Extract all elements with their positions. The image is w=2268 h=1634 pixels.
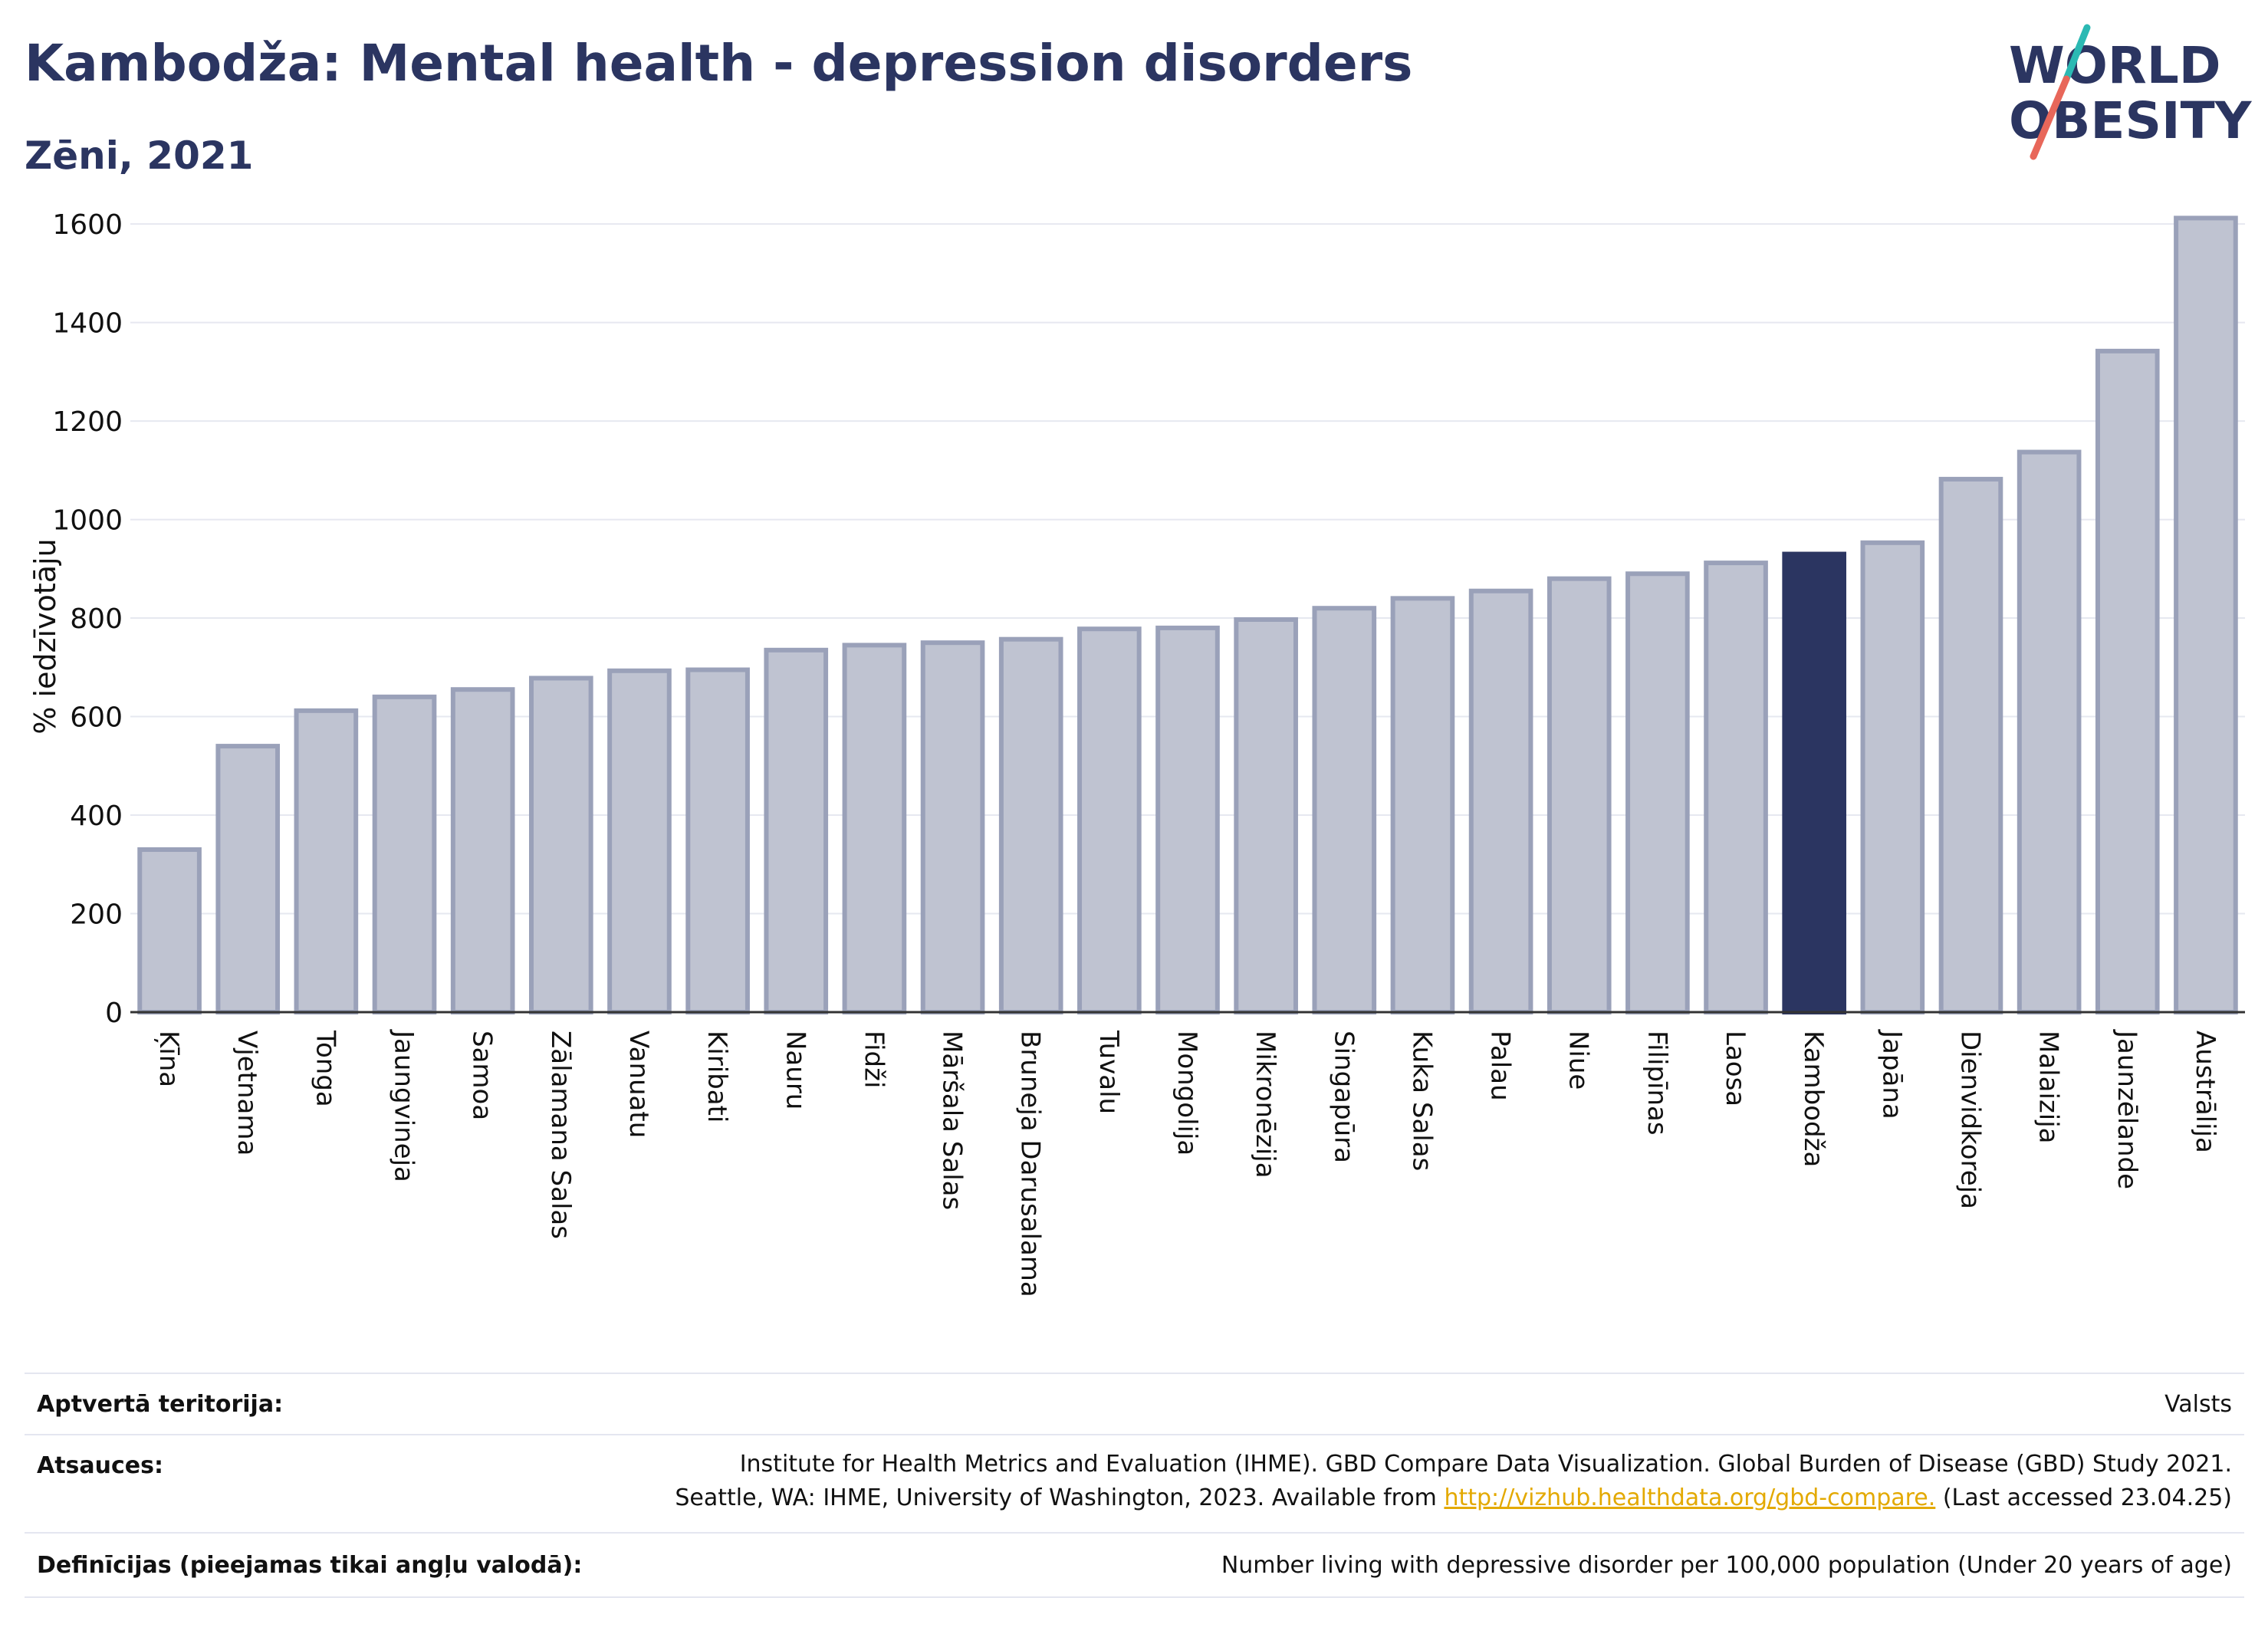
bar-chart: 0 200 400 600 800 1000 1200 1400 1600 Ķīna Vjetna… [28,209,2245,1297]
x-tick-label: Tuvalu [1093,1030,1124,1114]
y-axis-label: % iedzīvotāju [28,538,62,734]
x-tick-label: Tonga [310,1030,340,1107]
bar-14 [1234,616,1298,1014]
x-tick-label: Mongolija [1172,1031,1202,1156]
sources-line-2: Seattle, WA: IHME, University of Washing… [675,1481,2232,1515]
bar-12 [1077,626,1142,1015]
coverage-label: Aptvertā teritorija: [37,1391,284,1418]
sources-label: Atsauces: [37,1452,163,1479]
footer-definitions-row: Definīcijas (pieejamas tikai angļu valod… [25,1532,2244,1598]
bar-15 [1312,606,1377,1014]
x-tick-label: Austrālija [2190,1031,2220,1153]
x-tick-label: Zālamana Salas [545,1031,576,1239]
x-tick-label: Fidži [858,1031,889,1088]
bar-9 [842,643,907,1014]
bar-22 [1860,540,1925,1014]
y-tick-label: 0 [105,998,123,1029]
bar-1 [215,744,281,1014]
bar-16 [1390,596,1455,1014]
x-tick-label: Singapūra [1328,1031,1359,1163]
sources-link[interactable]: http://vizhub.healthdata.org/gbd-compare… [1444,1484,1936,1511]
x-tick-label: Niue [1563,1031,1594,1090]
bar-0 [137,847,202,1014]
bar-3 [372,694,437,1015]
bar-24 [2017,449,2082,1014]
x-tick-label: Māršala Salas [937,1031,968,1210]
x-axis-labels: Ķīna Vjetnama Tonga Jaungvineja Samoa Zālaman… [153,1029,2220,1297]
bar-17 [1468,588,1533,1014]
bar-23 [1938,476,2003,1014]
y-tick-label: 200 [70,899,123,931]
bar-8 [764,647,829,1014]
bar-10 [920,640,985,1014]
x-tick-label: Bruneja Darusalama [1015,1031,1046,1297]
coverage-value: Valsts [2164,1391,2232,1418]
x-tick-label: Samoa [467,1031,498,1120]
x-tick-label: Mikronēzija [1250,1031,1280,1179]
x-tick-label: Malaizija [2033,1031,2064,1143]
chart-subtitle: Zēni, 2021 [25,133,254,178]
x-tick-label: Filipīnas [1642,1031,1672,1136]
bar-11 [998,636,1063,1015]
y-tick-label: 400 [70,801,123,832]
x-tick-label: Jaungvineja [389,1029,419,1182]
definitions-label: Definīcijas (pieejamas tikai angļu valod… [37,1552,583,1579]
logo-slash-teal [2063,24,2091,83]
definitions-value: Number living with depressive disorder p… [1221,1552,2232,1579]
bar-21 [1782,551,1847,1014]
bar-25 [2095,348,2160,1015]
x-tick-label: Japāna [1876,1029,1907,1119]
y-tick-label: 800 [70,603,123,635]
sources-line-2-suffix: (Last accessed 23.04.25) [1935,1484,2232,1511]
bar-4 [450,687,515,1014]
x-tick-label: Laosa [1720,1031,1750,1106]
x-tick-label: Vanuatu [623,1031,654,1138]
y-axis-ticks: 0 200 400 600 800 1000 1200 1400 1600 [52,209,123,1029]
x-tick-label: Vjetnama [232,1031,262,1156]
logo-slash-coral [2030,75,2070,160]
x-tick-label: Palau [1485,1031,1516,1101]
bar-6 [607,668,672,1014]
bar-2 [294,708,359,1014]
x-tick-label: Dienvidkoreja [1954,1031,1985,1209]
bar-20 [1704,561,1768,1014]
x-tick-label: Jaunzēlande [2112,1029,2142,1189]
y-tick-label: 600 [70,702,123,734]
y-tick-label: 1600 [52,209,123,241]
y-tick-label: 1400 [52,308,123,340]
y-tick-label: 1000 [52,505,123,537]
x-tick-label: Ķīna [153,1031,184,1087]
bar-7 [685,667,750,1014]
bar-5 [528,676,593,1014]
logo-word-world: WORLD [2009,36,2221,95]
bar-13 [1155,625,1220,1015]
x-tick-label: Kuka Salas [1406,1031,1437,1171]
x-tick-label: Kiribati [702,1031,732,1123]
footer-coverage-row: Aptvertā teritorija: Valsts [25,1373,2244,1435]
bars [137,215,2238,1015]
y-tick-label: 1200 [52,406,123,438]
sources-line-2-prefix: Seattle, WA: IHME, University of Washing… [675,1484,1445,1511]
sources-line-1: Institute for Health Metrics and Evaluat… [739,1451,2232,1478]
bar-18 [1547,576,1612,1014]
x-tick-label: Kambodža [1798,1031,1829,1167]
sources-value: Institute for Health Metrics and Evaluat… [675,1448,2232,1515]
chart-title: Kambodža: Mental health - depression dis… [25,34,1413,93]
footer-sources-row: Atsauces: Institute for Health Metrics a… [25,1434,2244,1534]
world-obesity-logo: WORLD OBESITY [2009,24,2253,160]
bar-26 [2174,215,2238,1014]
x-tick-label: Nauru [780,1031,810,1110]
bar-19 [1625,571,1690,1014]
